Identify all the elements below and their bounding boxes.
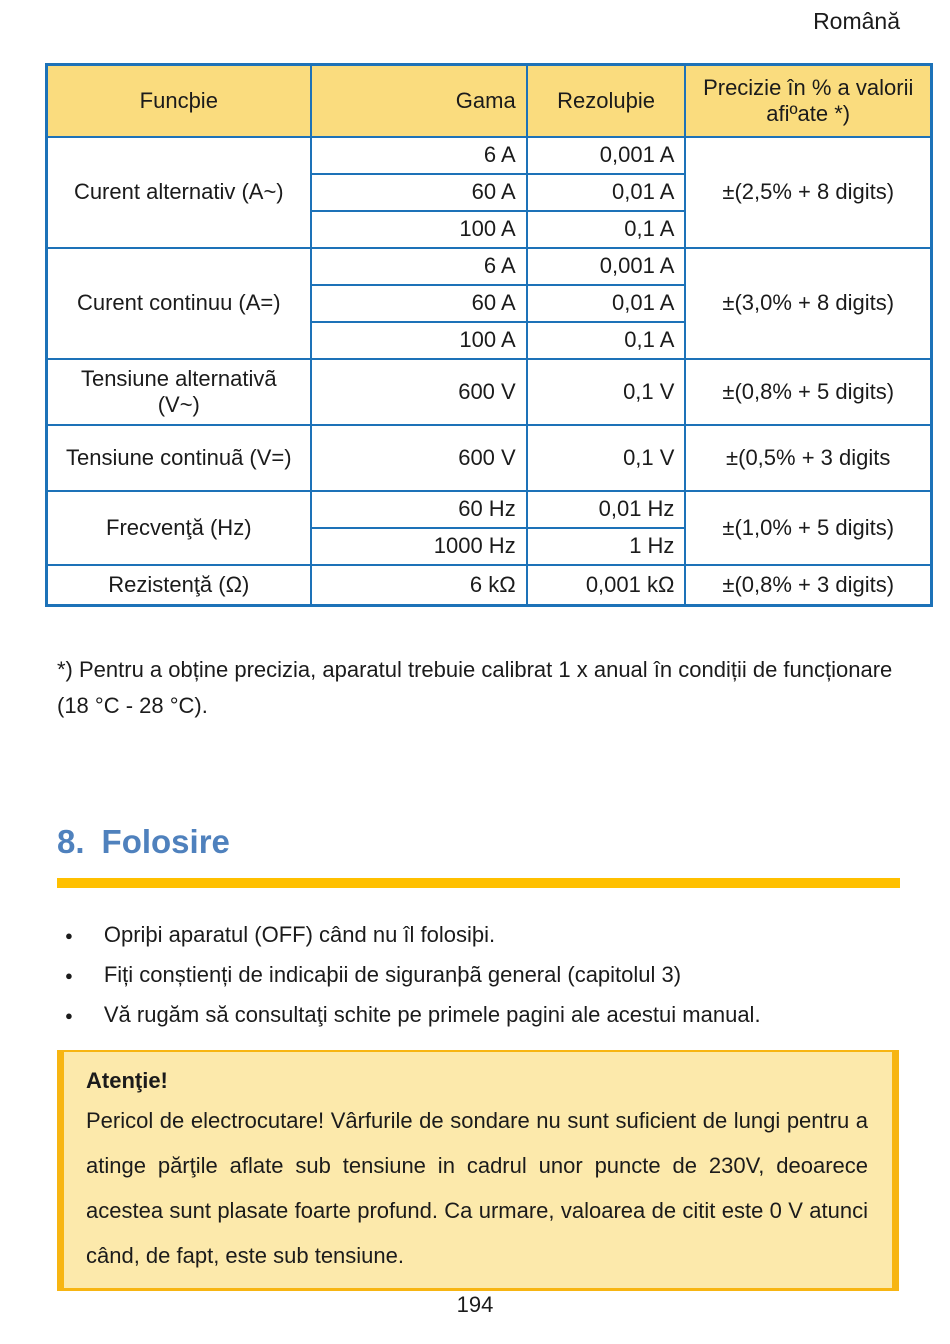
cell-function: Tensiune alternativã (V~) bbox=[45, 357, 312, 426]
cell-range: 1000 Hz bbox=[309, 526, 528, 566]
cell-precision: ±(0,8% + 5 digits) bbox=[684, 357, 933, 426]
table-row: Curent alternativ (A~) 6 A 0,001 A ±(2,5… bbox=[45, 135, 933, 249]
usage-bullet-list: ● Opriþi aparatul (OFF) când nu îl folos… bbox=[57, 916, 950, 1036]
warning-title: Atenţie! bbox=[86, 1068, 168, 1094]
section-title: Folosire bbox=[101, 823, 230, 861]
list-item: ● Fiți conștienți de indicaþii de sigura… bbox=[57, 956, 950, 996]
cell-resolution: 1 Hz bbox=[525, 526, 687, 566]
section-number: 8. bbox=[57, 823, 85, 861]
cell-precision: ±(2,5% + 8 digits) bbox=[684, 135, 933, 249]
cell-range: 60 Hz bbox=[309, 489, 528, 529]
page-number: 194 bbox=[456, 1292, 494, 1317]
calibration-footnote: *) Pentru a obține precizia, aparatul tr… bbox=[57, 657, 893, 718]
table-row: 100 A 0,1 A bbox=[47, 320, 932, 360]
cell-range: 60 A bbox=[309, 172, 528, 212]
table-row: Tensiune alternativã (V~) 600 V 0,1 V ±(… bbox=[45, 357, 933, 426]
table-row: Curent continuu (A=) 6 A 0,001 A ±(3,0% … bbox=[45, 246, 933, 360]
heading-underline-bar bbox=[57, 878, 900, 889]
language-label: Română bbox=[813, 8, 900, 34]
specification-table: Funcþie Gama Rezoluþie Precizie în % a v… bbox=[45, 63, 933, 607]
list-item: ● Opriþi aparatul (OFF) când nu îl folos… bbox=[57, 916, 950, 956]
cell-resolution: 0,1 V bbox=[525, 357, 687, 426]
cell-function: Frecvenţă (Hz) bbox=[45, 489, 312, 566]
bullet-text: Fiți conștienți de indicaþii de siguranþ… bbox=[103, 962, 682, 988]
table-row: 60 A 0,01 A bbox=[47, 283, 932, 323]
cell-precision: ±(0,5% + 3 digits bbox=[684, 423, 933, 492]
cell-resolution: 0,1 V bbox=[525, 423, 687, 492]
table-row: 60 A 0,01 A bbox=[47, 172, 932, 212]
cell-function: Rezistenţă (Ω) bbox=[45, 563, 312, 607]
cell-resolution: 0,01 A bbox=[525, 283, 687, 323]
cell-function: Curent alternativ (A~) bbox=[45, 135, 312, 249]
cell-range: 600 V bbox=[309, 357, 528, 426]
table-row: 100 A 0,1 A bbox=[47, 209, 932, 249]
cell-resolution: 0,001 A bbox=[525, 246, 687, 286]
warning-body: Pericol de electrocutare! Vârfurile de s… bbox=[86, 1108, 868, 1269]
cell-precision: ±(0,8% + 3 digits) bbox=[684, 563, 933, 607]
list-item: ● Vă rugăm să consultaţi schite pe prime… bbox=[57, 996, 950, 1036]
cell-range: 60 A bbox=[309, 283, 528, 323]
bullet-icon: ● bbox=[65, 968, 73, 984]
cell-precision: ±(1,0% + 5 digits) bbox=[684, 489, 933, 566]
cell-resolution: 0,1 A bbox=[525, 209, 687, 249]
header-range: Gama bbox=[309, 63, 528, 138]
cell-resolution: 0,1 A bbox=[525, 320, 687, 360]
section-heading: 8. Folosire bbox=[57, 823, 950, 861]
header-precision: Precizie în % a valorii afiºate *) bbox=[684, 63, 933, 138]
cell-range: 6 kΩ bbox=[309, 563, 528, 607]
table-row: Tensiune continuã (V=) 600 V 0,1 V ±(0,5… bbox=[45, 423, 933, 492]
bullet-icon: ● bbox=[65, 1008, 73, 1024]
cell-function: Curent continuu (A=) bbox=[45, 246, 312, 360]
bullet-text: Opriþi aparatul (OFF) când nu îl folosiþ… bbox=[103, 922, 496, 948]
cell-range: 100 A bbox=[309, 320, 528, 360]
cell-resolution: 0,001 A bbox=[525, 135, 687, 175]
cell-resolution: 0,01 Hz bbox=[525, 489, 687, 529]
cell-precision: ±(3,0% + 8 digits) bbox=[684, 246, 933, 360]
cell-range: 6 A bbox=[309, 135, 528, 175]
cell-range: 600 V bbox=[309, 423, 528, 492]
warning-box: Atenţie! Pericol de electrocutare! Vârfu… bbox=[57, 1050, 899, 1292]
cell-function: Tensiune continuã (V=) bbox=[45, 423, 312, 492]
bullet-text: Vă rugăm să consultaţi schite pe primele… bbox=[103, 1002, 761, 1028]
table-header-row: Funcþie Gama Rezoluþie Precizie în % a v… bbox=[45, 63, 933, 138]
header-function: Funcþie bbox=[45, 63, 312, 138]
table-row: 1000 Hz 1 Hz bbox=[47, 526, 932, 566]
table-row: Frecvenţă (Hz) 60 Hz 0,01 Hz ±(1,0% + 5 … bbox=[45, 489, 933, 566]
bullet-icon: ● bbox=[65, 928, 73, 944]
table-row: Rezistenţă (Ω) 6 kΩ 0,001 kΩ ±(0,8% + 3 … bbox=[45, 563, 933, 607]
cell-resolution: 0,01 A bbox=[525, 172, 687, 212]
cell-resolution: 0,001 kΩ bbox=[525, 563, 687, 607]
cell-range: 6 A bbox=[309, 246, 528, 286]
cell-range: 100 A bbox=[309, 209, 528, 249]
header-resolution: Rezoluþie bbox=[525, 63, 687, 138]
